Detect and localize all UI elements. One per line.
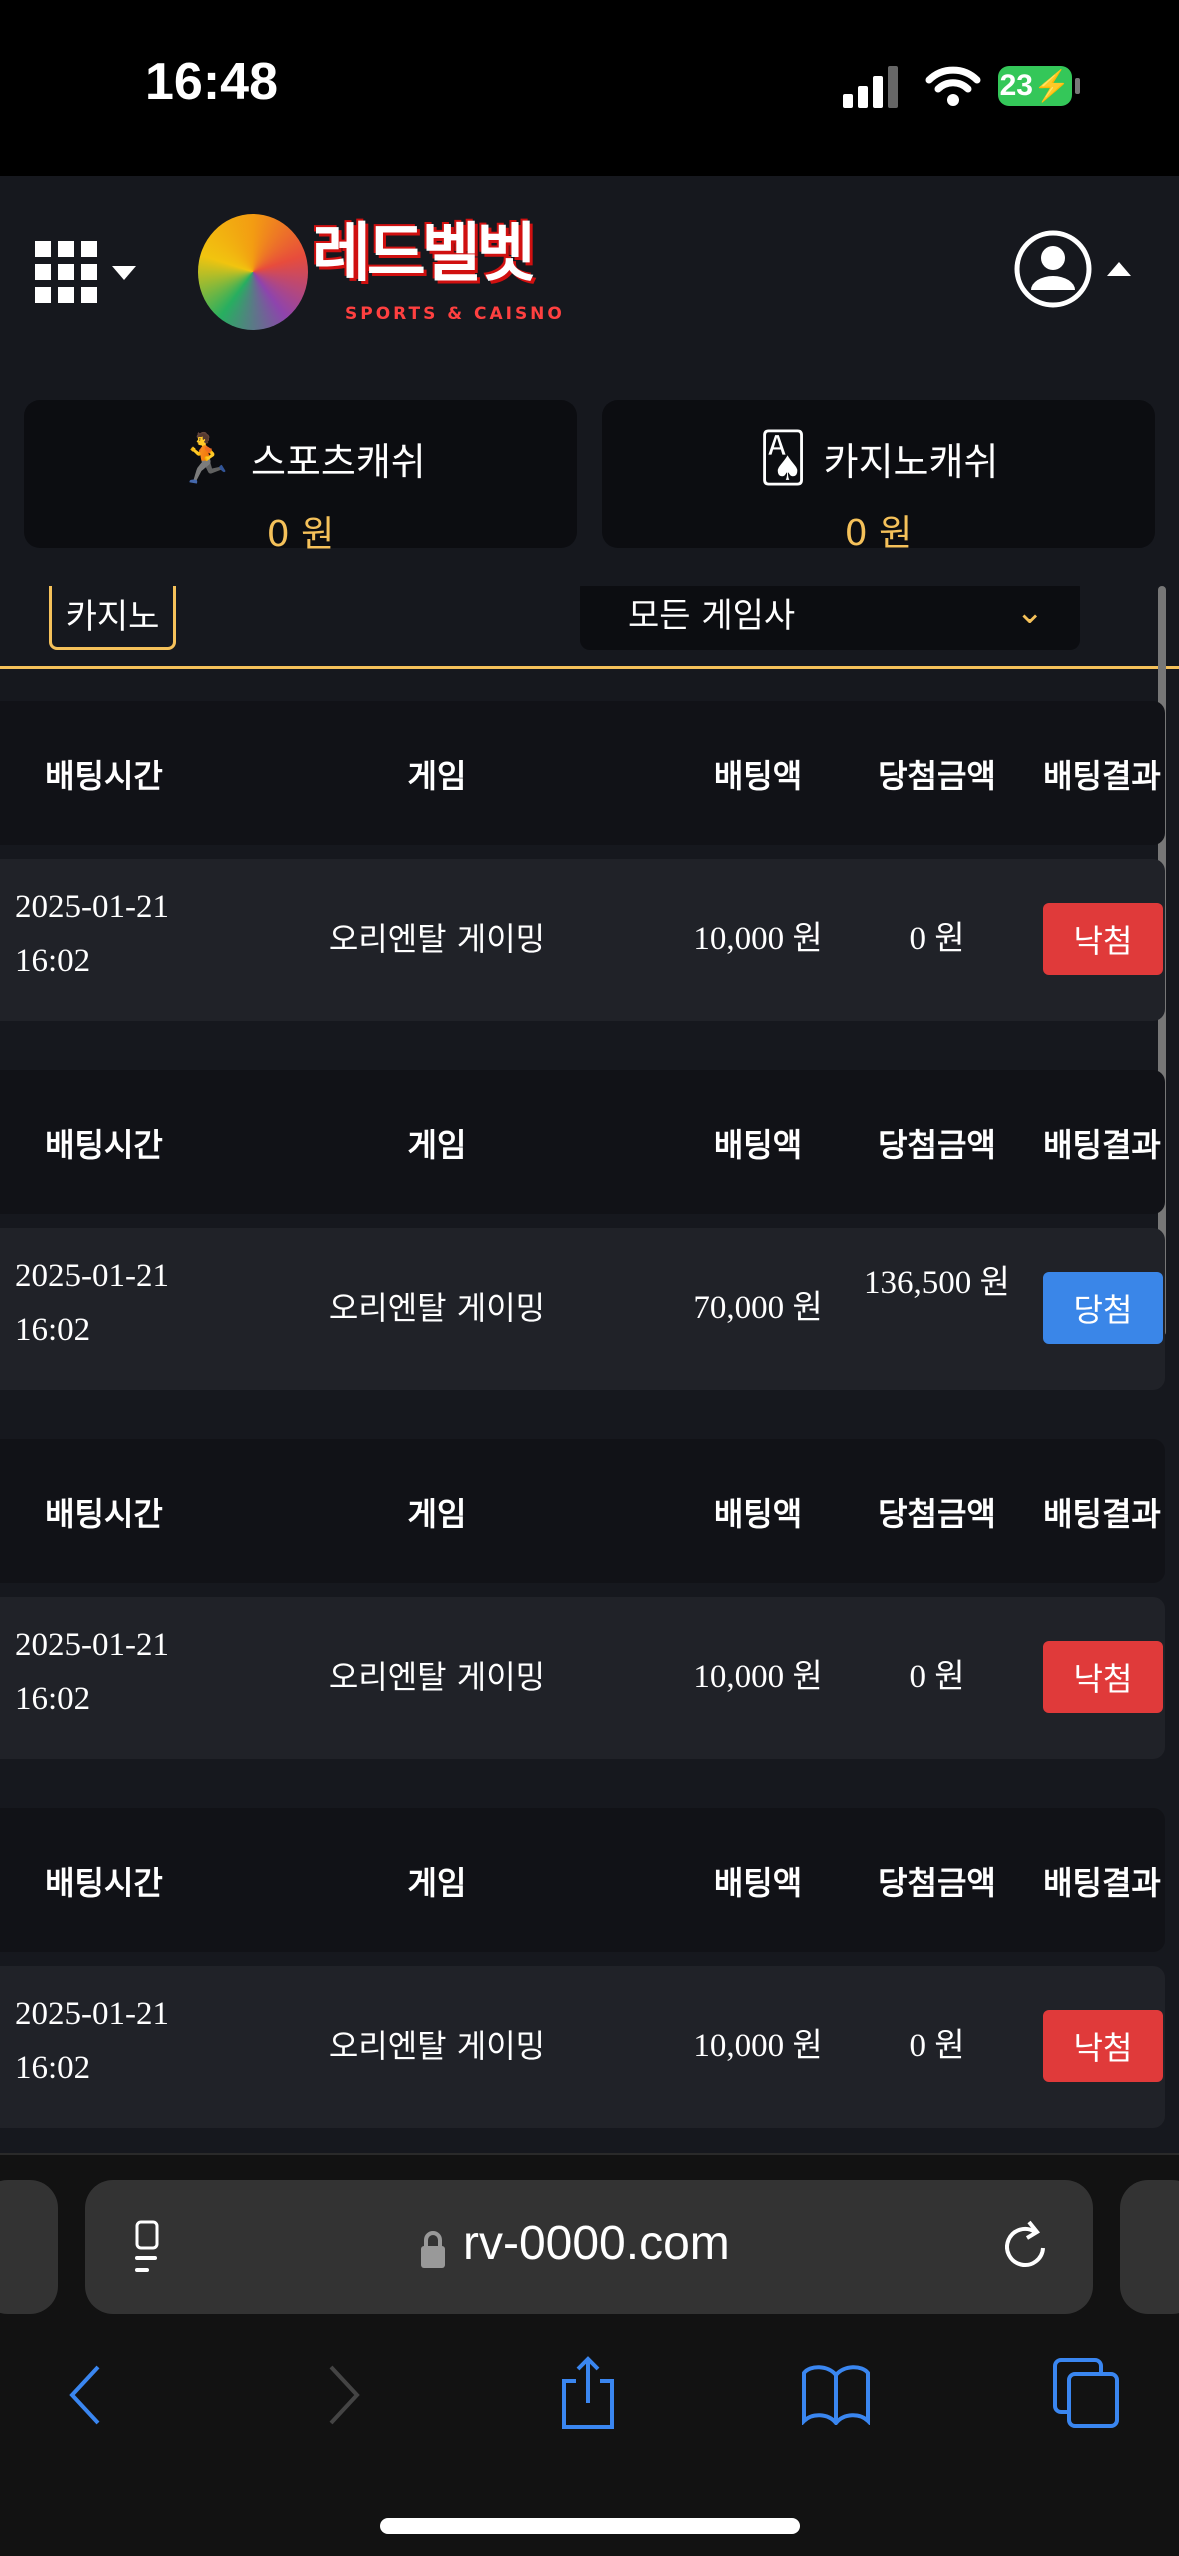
bet-time: 16:02 [15, 2050, 91, 2086]
bet-time: 16:02 [15, 1681, 91, 1717]
column-header: 게임 [407, 1495, 467, 1533]
column-header: 게임 [407, 1126, 467, 1164]
url-text[interactable]: rv-0000.com [463, 2217, 730, 2270]
signal-icon [843, 66, 898, 108]
sports-cash-label: 스포츠캐쉬 [250, 440, 426, 484]
reload-icon[interactable] [1005, 2218, 1049, 2274]
casino-cash-label: 카지노캐쉬 [823, 439, 999, 484]
column-header: 당첨금액 [878, 1864, 996, 1902]
column-header: 배팅시간 [45, 757, 163, 795]
bet-record: 배팅시간 게임 배팅액 당첨금액 배팅결과 2025-01-21 16:02 오리엔탈 … [0, 701, 1165, 1021]
status-bar: 16:48 23 ⚡ [0, 0, 1179, 176]
site-header: 레드벨벳 SPORTS & CAISNO 🏃 스포츠캐쉬 0 원 🂡 카지노캐쉬 0… [0, 176, 1179, 586]
bet-record: 배팅시간 게임 배팅액 당첨금액 배팅결과 2025-01-21 16:02 오리엔탈 … [0, 1808, 1165, 2128]
game-name: 오리엔탈 게이밍 [328, 1658, 546, 1696]
bet-date: 2025-01-21 [15, 1996, 169, 2032]
column-header: 배팅결과 [1043, 1864, 1161, 1902]
bookmarks-icon[interactable] [800, 2363, 872, 2425]
game-name: 오리엔탈 게이밍 [328, 2027, 546, 2065]
bet-date: 2025-01-21 [15, 1258, 169, 1294]
chevron-up-icon[interactable] [1107, 262, 1131, 276]
next-tab-peek[interactable] [1120, 2180, 1179, 2314]
bet-amount: 10,000 원 [693, 921, 823, 957]
game-name: 오리엔탈 게이밍 [328, 1289, 546, 1327]
column-header: 배팅시간 [45, 1864, 163, 1902]
menu-grid-icon[interactable] [35, 241, 97, 303]
column-header: 배팅결과 [1043, 1126, 1161, 1164]
bet-time: 16:02 [15, 943, 91, 979]
reader-icon[interactable] [135, 2220, 161, 2276]
table-header: 배팅시간 게임 배팅액 당첨금액 배팅결과 [0, 1439, 1165, 1583]
prev-tab-peek[interactable] [0, 2180, 58, 2314]
table-row: 2025-01-21 16:02 오리엔탈 게이밍 70,000 원 136,5… [0, 1228, 1165, 1390]
column-header: 배팅결과 [1043, 757, 1161, 795]
table-header: 배팅시간 게임 배팅액 당첨금액 배팅결과 [0, 1070, 1165, 1214]
column-header: 당첨금액 [878, 1126, 996, 1164]
cards-icon: 🂡 [758, 430, 808, 486]
battery-icon: 23 ⚡ [998, 66, 1072, 106]
browser-toolbar: rv-0000.com [0, 2153, 1179, 2556]
bet-time: 16:02 [15, 1312, 91, 1348]
win-amount: 136,500 원 [864, 1265, 1010, 1301]
bet-amount: 10,000 원 [693, 1659, 823, 1695]
logo-subtitle: SPORTS & CAISNO [345, 304, 565, 324]
table-row: 2025-01-21 16:02 오리엔탈 게이밍 10,000 원 0 원 낙… [0, 859, 1165, 1021]
result-badge[interactable]: 낙첨 [1043, 903, 1163, 975]
result-badge[interactable]: 낙첨 [1043, 1641, 1163, 1713]
column-header: 배팅시간 [45, 1495, 163, 1533]
runner-icon: 🏃 [175, 431, 235, 487]
clock: 16:48 [145, 53, 278, 111]
column-header: 배팅시간 [45, 1126, 163, 1164]
column-header: 배팅액 [713, 757, 803, 795]
win-amount: 0 원 [909, 1659, 965, 1695]
casino-cash-card[interactable]: 🂡 카지노캐쉬 0 원 [602, 400, 1155, 554]
divider [0, 666, 1179, 669]
win-amount: 0 원 [909, 2028, 965, 2064]
table-row: 2025-01-21 16:02 오리엔탈 게이밍 10,000 원 0 원 낙… [0, 1597, 1165, 1759]
bet-date: 2025-01-21 [15, 889, 169, 925]
table-header: 배팅시간 게임 배팅액 당첨금액 배팅결과 [0, 1808, 1165, 1952]
tabs-icon[interactable] [1053, 2358, 1121, 2428]
table-header: 배팅시간 게임 배팅액 당첨금액 배팅결과 [0, 701, 1165, 845]
lock-icon [421, 2231, 445, 2268]
logo-image [198, 214, 308, 330]
column-header: 배팅결과 [1043, 1495, 1161, 1533]
bet-amount: 10,000 원 [693, 2028, 823, 2064]
column-header: 당첨금액 [878, 1495, 996, 1533]
sports-cash-amount: 0 원 [266, 514, 335, 555]
forward-icon[interactable] [325, 2365, 361, 2425]
tab-casino-label: 카지노 [65, 597, 160, 637]
sports-cash-card[interactable]: 🏃 스포츠캐쉬 0 원 [24, 400, 577, 555]
column-header: 배팅액 [713, 1126, 803, 1164]
table-row: 2025-01-21 16:02 오리엔탈 게이밍 10,000 원 0 원 낙… [0, 1966, 1165, 2128]
column-header: 배팅액 [713, 1495, 803, 1533]
provider-dropdown[interactable]: 모든 게임사 ⌄ [580, 586, 1080, 650]
casino-cash-amount: 0 원 [844, 513, 913, 554]
bet-date: 2025-01-21 [15, 1627, 169, 1663]
chevron-down-icon: ⌄ [1015, 592, 1045, 632]
column-header: 당첨금액 [878, 757, 996, 795]
game-name: 오리엔탈 게이밍 [328, 920, 546, 958]
bet-amount: 70,000 원 [693, 1290, 823, 1326]
provider-dropdown-value: 모든 게임사 [628, 596, 796, 636]
bet-record: 배팅시간 게임 배팅액 당첨금액 배팅결과 2025-01-21 16:02 오리엔탈 … [0, 1439, 1165, 1759]
battery-level: 23 [999, 69, 1033, 102]
result-badge[interactable]: 낙첨 [1043, 2010, 1163, 2082]
logo-text[interactable]: 레드벨벳 [312, 217, 536, 291]
column-header: 게임 [407, 757, 467, 795]
chevron-down-icon[interactable] [112, 266, 136, 280]
bet-history: 카지노 모든 게임사 ⌄ 배팅시간 게임 배팅액 당첨금액 배팅결과 2025-01-21… [0, 586, 1179, 2153]
win-amount: 0 원 [909, 921, 965, 957]
result-badge[interactable]: 당첨 [1043, 1272, 1163, 1344]
column-header: 배팅액 [713, 1864, 803, 1902]
share-icon[interactable] [558, 2355, 618, 2431]
wifi-icon [925, 66, 981, 106]
column-header: 게임 [407, 1864, 467, 1902]
back-icon[interactable] [68, 2365, 104, 2425]
bet-record: 배팅시간 게임 배팅액 당첨금액 배팅결과 2025-01-21 16:02 오리엔탈 … [0, 1070, 1165, 1390]
user-avatar-icon[interactable] [1013, 228, 1093, 310]
tab-casino[interactable]: 카지노 [49, 586, 176, 650]
home-indicator[interactable] [380, 2518, 800, 2534]
address-bar[interactable]: rv-0000.com [85, 2180, 1093, 2314]
